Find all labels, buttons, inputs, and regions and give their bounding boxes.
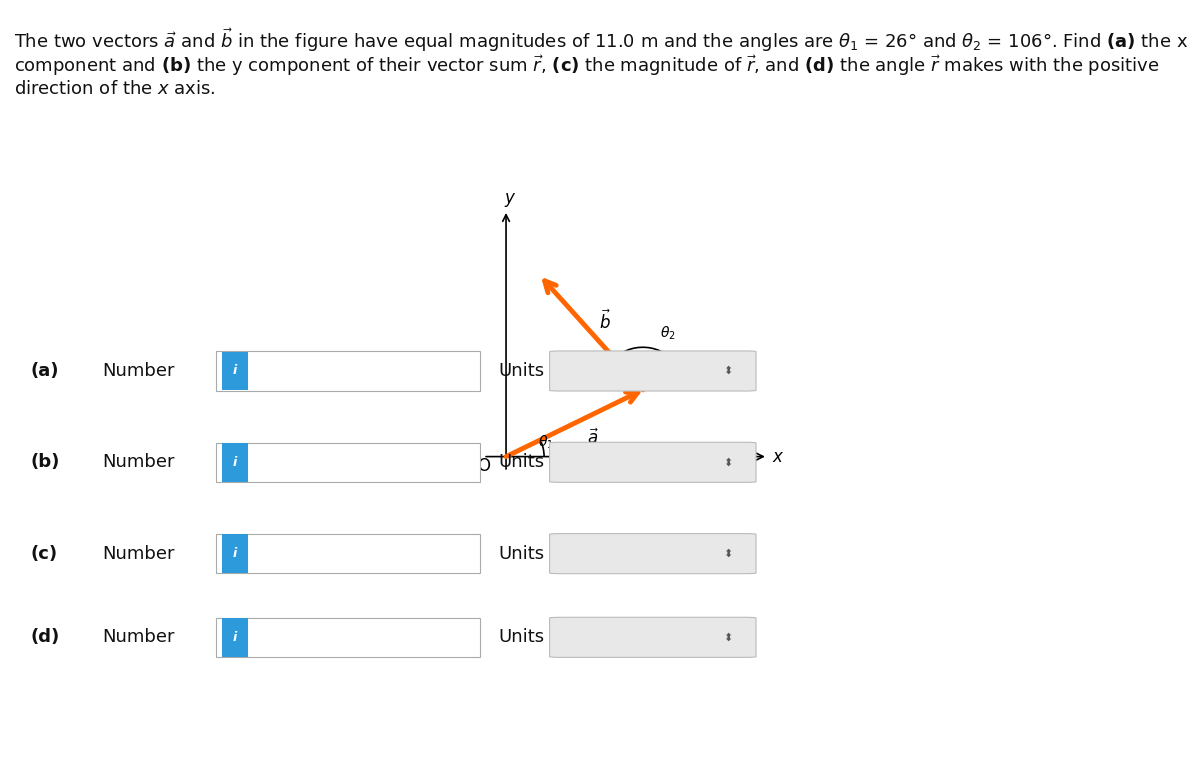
FancyBboxPatch shape xyxy=(222,534,248,573)
Text: direction of the $x$ axis.: direction of the $x$ axis. xyxy=(14,80,216,98)
Text: x: x xyxy=(773,447,782,466)
FancyBboxPatch shape xyxy=(222,443,248,482)
FancyBboxPatch shape xyxy=(216,352,480,390)
Text: $\theta_1$: $\theta_1$ xyxy=(539,433,554,451)
Text: Units: Units xyxy=(498,454,544,471)
Text: ⬍: ⬍ xyxy=(722,366,732,376)
Text: Number: Number xyxy=(102,629,174,646)
Text: The two vectors $\vec{a}$ and $\vec{b}$ in the figure have equal magnitudes of 1: The two vectors $\vec{a}$ and $\vec{b}$ … xyxy=(14,27,1188,55)
FancyBboxPatch shape xyxy=(222,618,248,657)
FancyBboxPatch shape xyxy=(216,443,480,482)
Text: $\vec{b}$: $\vec{b}$ xyxy=(599,310,611,333)
FancyBboxPatch shape xyxy=(550,351,756,391)
Text: (a): (a) xyxy=(30,362,59,380)
Text: $\vec{a}$: $\vec{a}$ xyxy=(588,428,600,448)
Text: i: i xyxy=(233,456,238,469)
Text: (b): (b) xyxy=(30,454,59,471)
Text: y: y xyxy=(504,189,514,207)
Text: Units: Units xyxy=(498,362,544,380)
FancyBboxPatch shape xyxy=(222,352,248,390)
Text: i: i xyxy=(233,547,238,560)
Text: ⬍: ⬍ xyxy=(722,632,732,642)
Text: Number: Number xyxy=(102,545,174,562)
Text: component and $\mathbf{(b)}$ the y component of their vector sum $\vec{r}$, $\ma: component and $\mathbf{(b)}$ the y compo… xyxy=(14,53,1160,78)
Text: O: O xyxy=(476,457,490,475)
FancyBboxPatch shape xyxy=(550,442,756,482)
Text: Number: Number xyxy=(102,454,174,471)
Text: $\theta_2$: $\theta_2$ xyxy=(660,324,676,342)
Text: i: i xyxy=(233,631,238,644)
Text: ⬍: ⬍ xyxy=(722,457,732,467)
FancyBboxPatch shape xyxy=(216,618,480,657)
FancyBboxPatch shape xyxy=(216,534,480,573)
Text: Number: Number xyxy=(102,362,174,380)
Text: (c): (c) xyxy=(30,545,58,562)
Text: (d): (d) xyxy=(30,629,59,646)
FancyBboxPatch shape xyxy=(550,533,756,574)
Text: Units: Units xyxy=(498,545,544,562)
Text: ⬍: ⬍ xyxy=(722,549,732,559)
Text: i: i xyxy=(233,365,238,377)
FancyBboxPatch shape xyxy=(550,617,756,658)
Text: Units: Units xyxy=(498,629,544,646)
